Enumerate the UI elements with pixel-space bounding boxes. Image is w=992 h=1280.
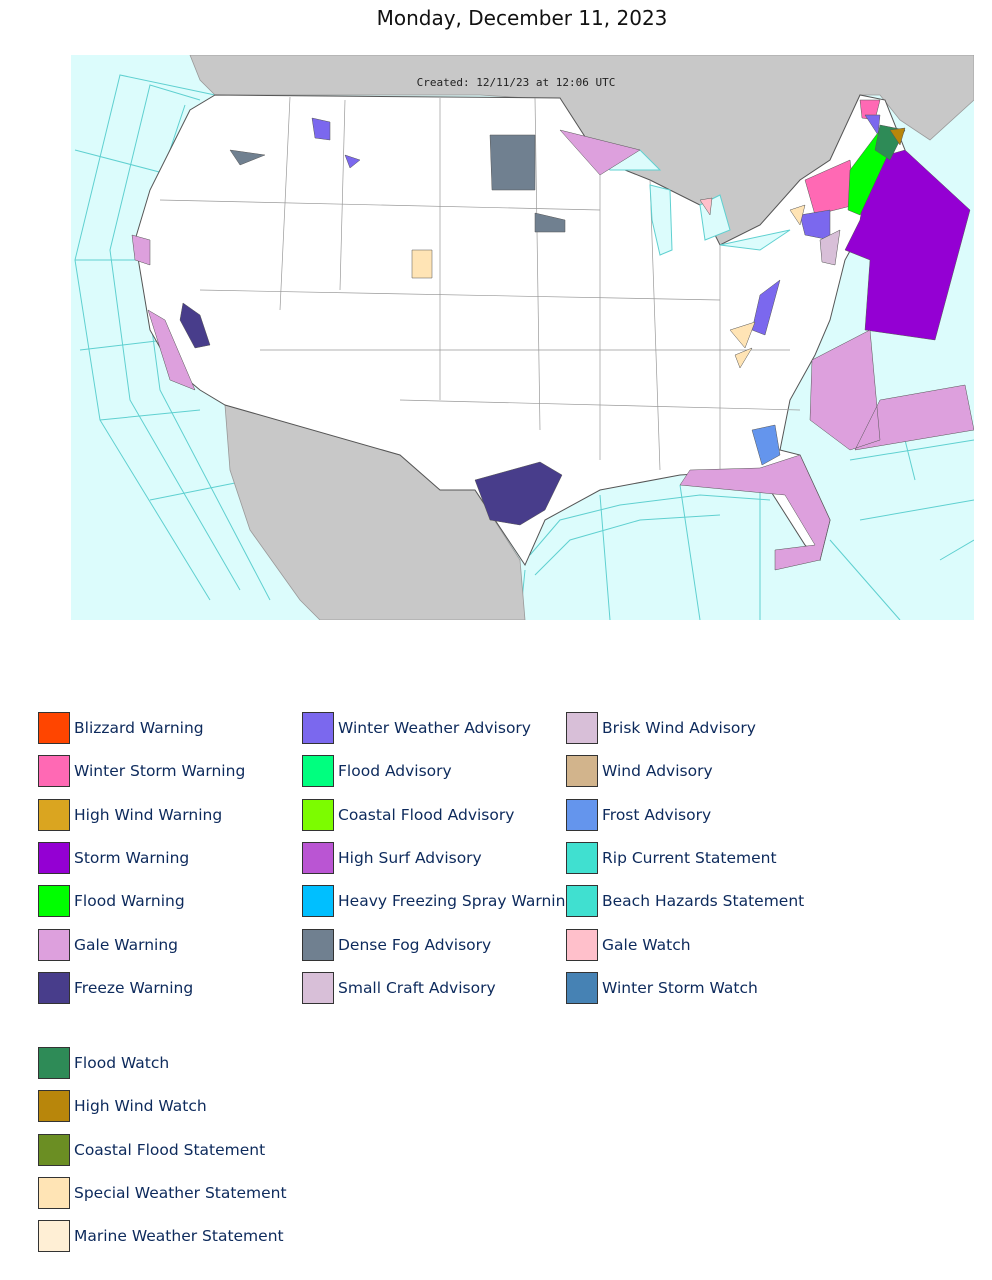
legend-label: Small Craft Advisory xyxy=(338,978,496,997)
legend-swatch xyxy=(566,885,598,918)
legend-label: Coastal Flood Advisory xyxy=(338,805,515,824)
legend-swatch xyxy=(566,798,598,831)
legend-label: High Wind Watch xyxy=(74,1097,207,1116)
hazard-areas xyxy=(131,99,974,571)
hazard-area xyxy=(844,149,971,341)
legend-swatch xyxy=(38,971,70,1004)
legend-label: Flood Warning xyxy=(74,892,185,911)
legend-swatch xyxy=(302,712,334,744)
legend-swatch xyxy=(566,755,598,788)
legend-label: Wind Advisory xyxy=(602,762,713,781)
hazard-area xyxy=(411,204,806,369)
legend-swatch xyxy=(38,1176,70,1209)
legend-swatch xyxy=(566,712,598,744)
legend-label: Brisk Wind Advisory xyxy=(602,719,756,737)
legend-swatch xyxy=(38,1047,70,1079)
legend-swatch xyxy=(38,1220,70,1253)
legend-swatch xyxy=(38,885,70,918)
legend-label: Freeze Warning xyxy=(74,978,194,997)
hazard-area xyxy=(179,302,563,526)
legend-label: High Wind Warning xyxy=(74,805,223,824)
legend-label: Winter Storm Watch xyxy=(602,978,758,997)
legend-label: Special Weather Statement xyxy=(74,1183,287,1202)
legend-swatch xyxy=(302,841,334,874)
legend-swatch xyxy=(302,798,334,831)
legend-label: Rip Current Statement xyxy=(602,848,777,867)
legend-swatch xyxy=(38,841,70,874)
legend-label: Flood Advisory xyxy=(338,762,452,781)
legend-swatch xyxy=(38,928,70,961)
legend-swatch xyxy=(38,1133,70,1166)
legend-label: Winter Storm Warning xyxy=(74,762,246,781)
legend-swatch xyxy=(302,885,334,918)
legend-label: Blizzard Warning xyxy=(74,719,204,737)
legend-label: Gale Warning xyxy=(74,935,179,954)
legend-swatch xyxy=(302,971,334,1004)
hazard-area xyxy=(751,424,781,466)
legend-label: Winter Weather Advisory xyxy=(338,719,531,737)
state-lines xyxy=(159,96,801,471)
legend-swatch xyxy=(38,1090,70,1123)
legend-swatch xyxy=(302,928,334,961)
legend-label: Marine Weather Statement xyxy=(74,1227,284,1246)
legend-swatch xyxy=(38,755,70,788)
legend-swatch xyxy=(38,798,70,831)
legend-label: Frost Advisory xyxy=(602,805,712,824)
legend-swatch xyxy=(566,971,598,1004)
legend-swatch xyxy=(566,841,598,874)
legend-swatch xyxy=(566,928,598,961)
hazard-map: Created: 12/11/23 at 12:06 UTC xyxy=(71,55,974,620)
legend-label: Beach Hazards Statement xyxy=(602,892,805,911)
legend-label: Flood Watch xyxy=(74,1054,170,1072)
hazard-area xyxy=(229,134,566,233)
legend-label: Gale Watch xyxy=(602,935,691,954)
legend-label: Heavy Freezing Spray Warning xyxy=(338,892,576,911)
hazard-area xyxy=(699,197,713,216)
legend-label: Storm Warning xyxy=(74,848,190,867)
map-caption: Created: 12/11/23 at 12:06 UTC xyxy=(417,76,616,89)
page-title: Monday, December 11, 2023 xyxy=(376,6,668,30)
legend-swatch xyxy=(38,712,70,744)
legend-label: Dense Fog Advisory xyxy=(338,935,492,954)
legend-swatch xyxy=(302,755,334,788)
hazard-area xyxy=(819,229,841,266)
hazard-area xyxy=(131,129,974,571)
hazard-area xyxy=(889,127,906,146)
legend-label: High Surf Advisory xyxy=(338,848,482,867)
legend-label: Coastal Flood Statement xyxy=(74,1140,266,1159)
